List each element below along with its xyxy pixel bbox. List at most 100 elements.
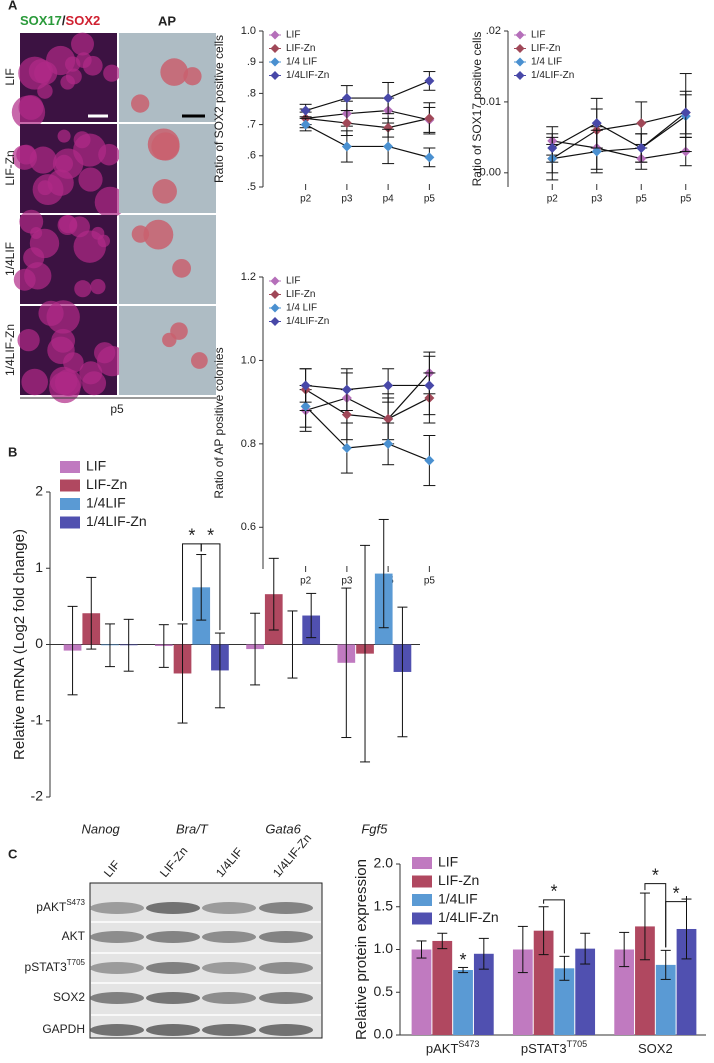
legend-swatch <box>412 875 432 888</box>
y-tick-label: 0.00 <box>480 167 501 179</box>
series-line <box>305 109 430 121</box>
legend-marker <box>270 317 280 326</box>
x-tick-label: p2 <box>547 194 559 205</box>
x-tick-label: p5 <box>424 576 436 587</box>
blot-row-label: SOX2 <box>53 990 85 1004</box>
marker <box>341 443 352 454</box>
x-tick-label: pSTAT3T705 <box>521 1039 587 1056</box>
category-name: SOX2 <box>638 1041 673 1056</box>
significance: * <box>673 883 680 903</box>
y-tick-label: -1 <box>31 711 44 727</box>
significance: * <box>207 526 214 546</box>
legend-marker <box>515 71 525 80</box>
y-axis-title: Relative mRNA (Log2 fold change) <box>11 529 28 760</box>
legend-marker <box>270 290 280 299</box>
y-tick-label: 1.2 <box>241 271 256 283</box>
colony <box>11 95 46 129</box>
colony <box>17 329 40 352</box>
x-tick-label: p3 <box>341 576 353 587</box>
bar <box>453 970 473 1035</box>
y-axis-title: Ratio of SOX2 positive cells <box>212 35 226 183</box>
band <box>202 992 256 1004</box>
series-line <box>551 112 687 149</box>
y-tick-label: .02 <box>486 25 501 37</box>
y-tick-label: 0.0 <box>374 1026 394 1042</box>
marker <box>383 380 394 391</box>
band <box>90 962 144 974</box>
legend-label: LIF-Zn <box>286 43 315 54</box>
category-sup: S473 <box>458 1039 479 1049</box>
y-tick-label: .6 <box>247 150 256 162</box>
marker <box>591 146 602 157</box>
ap-colony <box>151 132 180 161</box>
ap-colony <box>152 179 177 204</box>
x-tick-label: Fgf5 <box>361 821 388 836</box>
colony <box>103 64 121 82</box>
y-tick-label: 1.5 <box>374 897 394 913</box>
y-tick-label: 2 <box>35 483 43 499</box>
legend-marker <box>515 57 525 67</box>
bar <box>655 964 676 1035</box>
legend-swatch <box>412 912 432 925</box>
significance: * <box>550 882 557 902</box>
legend-label: LIF-Zn <box>438 872 479 888</box>
marker <box>341 93 352 104</box>
protein-name: SOX2 <box>53 990 85 1004</box>
colony <box>71 32 94 56</box>
marker <box>341 409 352 420</box>
legend-marker <box>270 71 280 80</box>
colony <box>23 247 45 269</box>
y-tick-label: 0.8 <box>241 438 256 450</box>
colony <box>29 146 57 174</box>
y-tick-label: 1.0 <box>241 354 256 366</box>
marker <box>424 75 435 86</box>
y-axis-title: Relative protein expression <box>353 859 370 1040</box>
marker <box>424 380 435 391</box>
legend-marker <box>515 44 525 53</box>
legend-marker <box>270 57 280 67</box>
bar <box>676 928 697 1035</box>
protein-site: T705 <box>67 958 86 967</box>
marker <box>341 384 352 395</box>
colony <box>94 186 126 218</box>
significance-bracket <box>543 899 565 954</box>
y-tick-label: 0.01 <box>480 96 501 108</box>
colony <box>73 230 106 263</box>
panel-label: A <box>8 0 18 12</box>
legend-label: LIF <box>438 854 458 870</box>
legend-swatch <box>60 479 80 492</box>
legend-swatch <box>60 516 80 529</box>
series-line <box>305 384 430 391</box>
panel-label: C <box>8 846 18 861</box>
band <box>259 902 313 914</box>
blot-row-label: AKT <box>62 929 86 943</box>
colony <box>78 167 103 192</box>
legend-label: LIF-Zn <box>286 289 315 300</box>
colony <box>65 68 82 85</box>
band <box>90 992 144 1004</box>
band <box>259 1024 313 1036</box>
x-tick-label: pAKTS473 <box>426 1039 480 1056</box>
row-label: 1/4LIF <box>3 242 17 276</box>
series-line <box>305 124 430 158</box>
band <box>259 992 313 1004</box>
stain-separator: / <box>62 13 66 28</box>
significance-bracket <box>200 543 221 631</box>
x-tick-label: SOX2 <box>638 1041 673 1056</box>
marker <box>591 118 602 129</box>
band <box>146 1024 200 1036</box>
colony <box>12 144 38 170</box>
colony <box>32 174 64 206</box>
legend-label: LIF <box>531 30 545 41</box>
blot-row-label: pSTAT3T705 <box>25 958 86 974</box>
legend-swatch <box>60 498 80 510</box>
blot-row-label: pAKTS473 <box>36 898 85 914</box>
legend-label: 1/4LIF-Zn <box>286 316 329 327</box>
bar <box>614 949 635 1035</box>
legend-label: 1/4LIF-Zn <box>86 513 147 529</box>
y-axis-title: Ratio of AP positive colonies <box>212 347 226 498</box>
row-label: LIF-Zn <box>3 150 17 185</box>
colony <box>90 279 106 295</box>
colony <box>30 226 43 240</box>
